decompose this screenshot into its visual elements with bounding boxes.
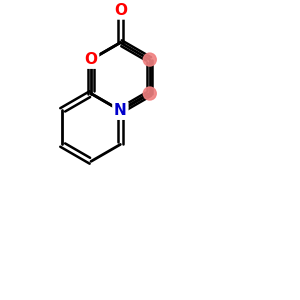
Text: S: S: [115, 103, 126, 118]
Text: O: O: [85, 52, 98, 67]
Text: O: O: [114, 3, 127, 18]
Circle shape: [143, 53, 156, 66]
Text: N: N: [114, 103, 127, 118]
Circle shape: [143, 87, 156, 100]
